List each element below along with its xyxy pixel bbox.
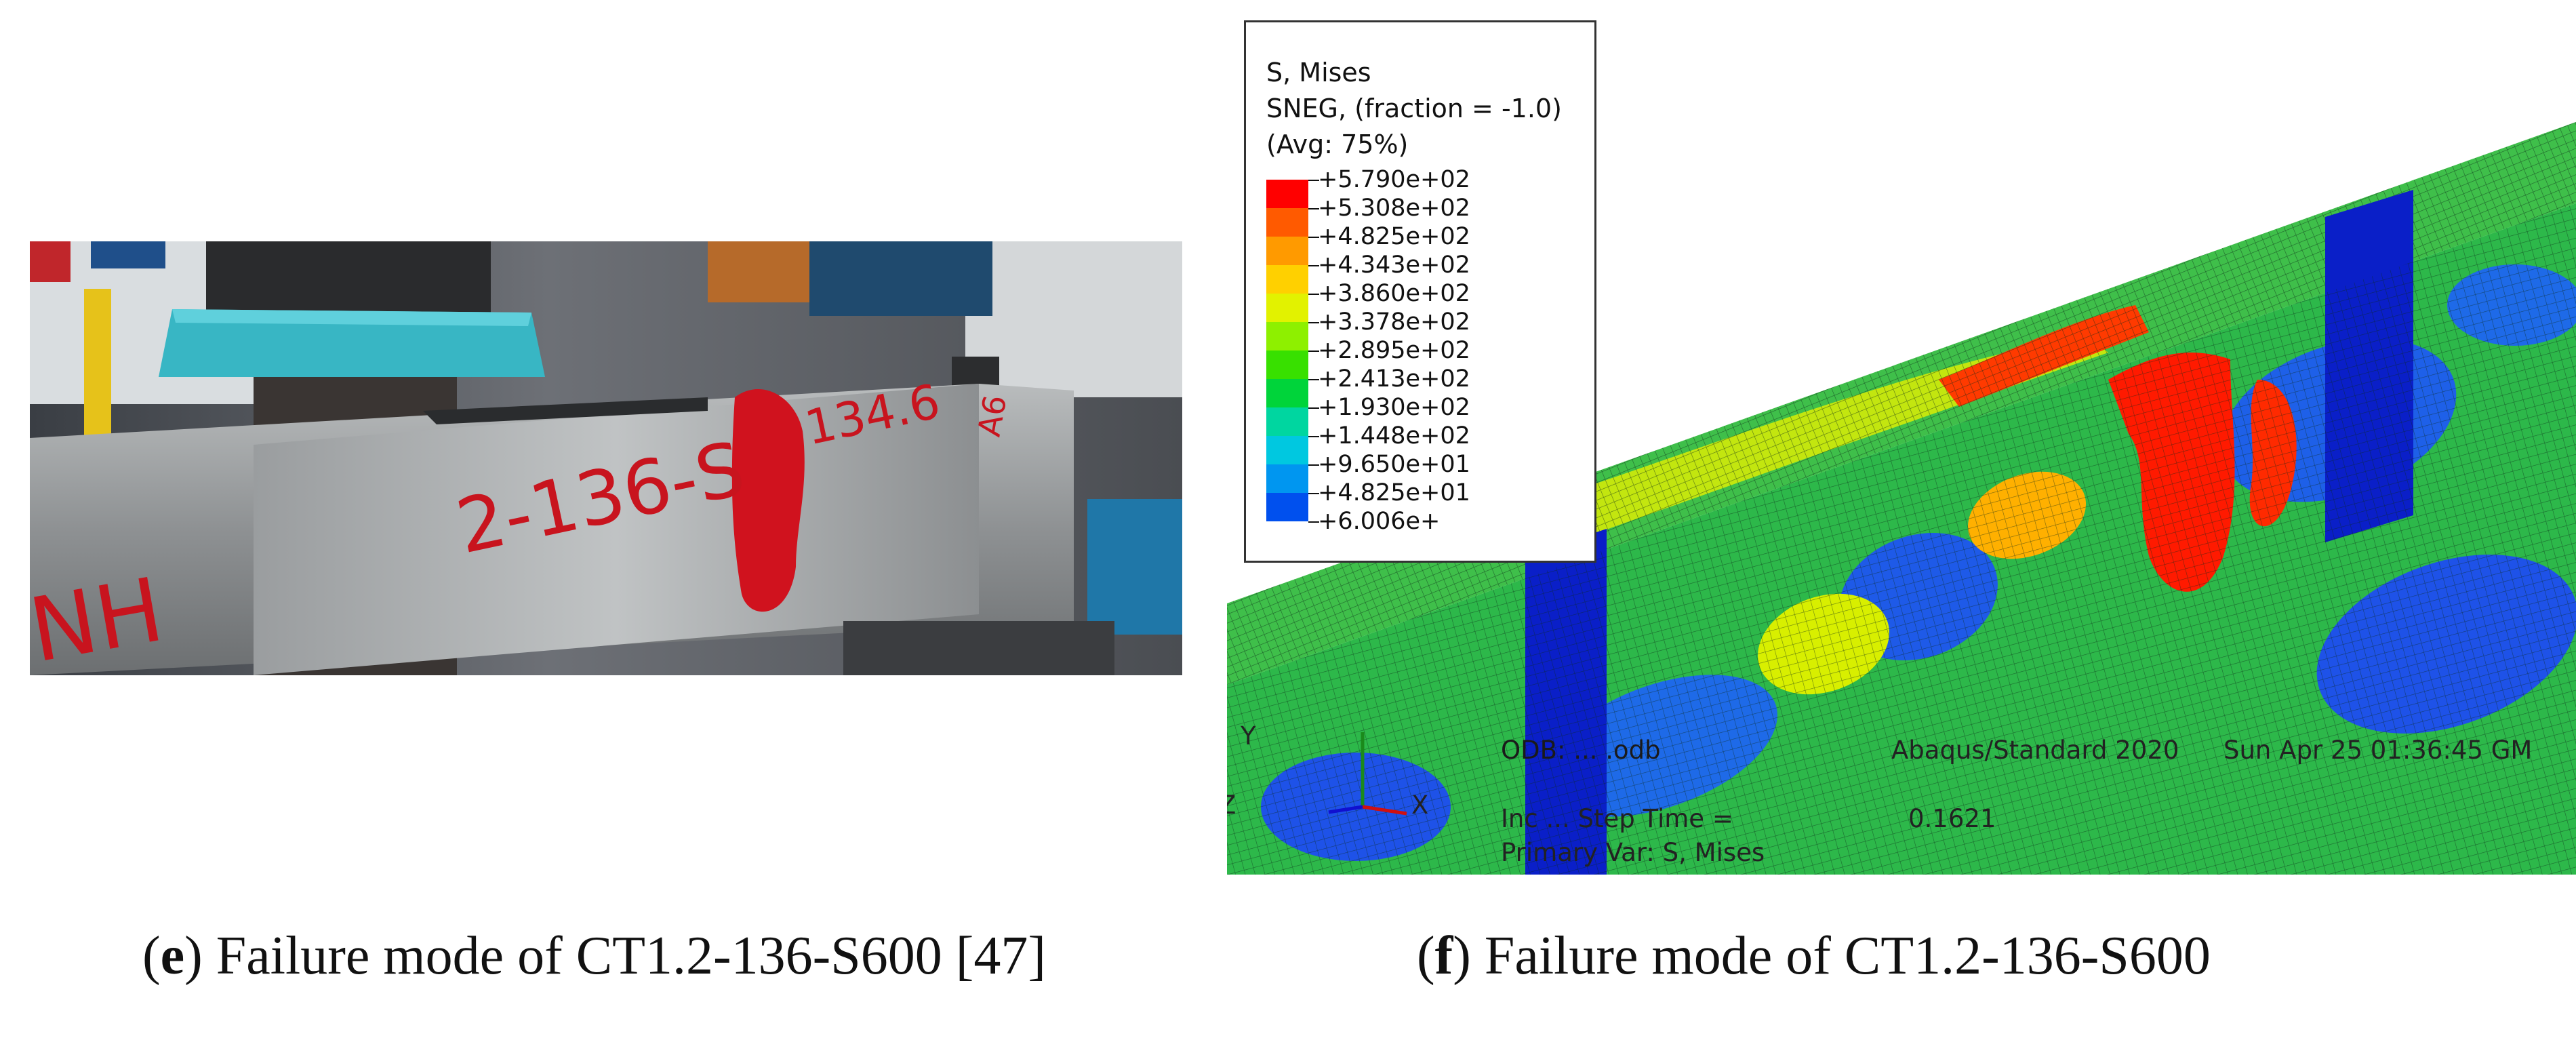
legend-tick — [1308, 208, 1319, 209]
legend-value: +2.413e+02 — [1318, 365, 1470, 393]
legend-value: +3.378e+02 — [1318, 308, 1470, 336]
legend-tick — [1308, 521, 1319, 523]
test-photo: 2-136-S 134.6 NH A6 — [30, 241, 1182, 675]
cyan-loading-plate — [159, 309, 545, 377]
legend-value: +1.448e+02 — [1318, 422, 1470, 449]
legend-swatch — [1266, 407, 1308, 436]
legend-tick — [1308, 407, 1319, 409]
legend-tick — [1308, 351, 1319, 352]
legend-swatch — [1266, 237, 1308, 265]
step-time-label: Inc ... Step Time = — [1501, 804, 1733, 833]
legend-swatch — [1266, 351, 1308, 379]
primary-variable-label: Primary Var: S, Mises — [1501, 838, 1765, 867]
legend-value: +4.825e+02 — [1318, 223, 1470, 250]
legend-average: (Avg: 75%) — [1266, 129, 1409, 159]
legend-tick — [1308, 294, 1319, 295]
triad-x-label: X — [1411, 791, 1429, 820]
legend-swatch — [1266, 493, 1308, 521]
legend-swatch — [1266, 294, 1308, 322]
side-marking: NH — [30, 558, 170, 675]
legend-subtitle: SNEG, (fraction = -1.0) — [1266, 94, 1562, 123]
test-photo-drawing: 2-136-S 134.6 NH A6 — [30, 241, 1182, 675]
legend-tick — [1308, 322, 1319, 323]
triad-z-label: Z — [1227, 791, 1236, 820]
timestamp-label: Sun Apr 25 01:36:45 GM — [2223, 736, 2533, 765]
step-time-value: 0.1621 — [1908, 804, 1996, 833]
end-marking: A6 — [971, 393, 1014, 439]
odb-label: ODB: ... .odb — [1501, 736, 1661, 765]
legend-value: +6.006e+ — [1318, 508, 1441, 535]
legend-tick — [1308, 237, 1319, 238]
triad-y-label: Y — [1241, 721, 1256, 751]
legend-swatch — [1266, 265, 1308, 294]
legend-swatch — [1266, 180, 1308, 208]
legend-swatch — [1266, 208, 1308, 237]
legend-tick — [1308, 464, 1319, 466]
contour-legend: S, Mises SNEG, (fraction = -1.0) (Avg: 7… — [1244, 20, 1596, 563]
legend-tick — [1308, 436, 1319, 437]
legend-value: +5.790e+02 — [1318, 166, 1470, 193]
legend-tick — [1308, 379, 1319, 380]
red-paint-mark — [731, 389, 805, 612]
solver-label: Abaqus/Standard 2020 — [1891, 736, 2179, 765]
legend-value: +4.343e+02 — [1318, 252, 1470, 279]
yellow-post — [84, 289, 111, 438]
legend-value: +2.895e+02 — [1318, 337, 1470, 364]
coordinate-triad — [1328, 732, 1407, 816]
legend-swatch — [1266, 464, 1308, 493]
caption-f: (f) Failure mode of CT1.2-136-S600 — [1417, 926, 2211, 986]
legend-title: S, Mises — [1266, 58, 1371, 87]
legend-value: +1.930e+02 — [1318, 394, 1470, 421]
legend-tick — [1308, 265, 1319, 266]
legend-value: +9.650e+01 — [1318, 451, 1470, 478]
legend-value: +3.860e+02 — [1318, 280, 1470, 307]
legend-swatch — [1266, 379, 1308, 407]
legend-value: +4.825e+01 — [1318, 479, 1470, 506]
caption-e: (e) Failure mode of CT1.2-136-S600 [47] — [142, 926, 1047, 986]
legend-value: +5.308e+02 — [1318, 195, 1470, 222]
legend-swatch — [1266, 436, 1308, 464]
legend-tick — [1308, 493, 1319, 494]
legend-tick — [1308, 180, 1319, 181]
legend-swatch — [1266, 322, 1308, 351]
